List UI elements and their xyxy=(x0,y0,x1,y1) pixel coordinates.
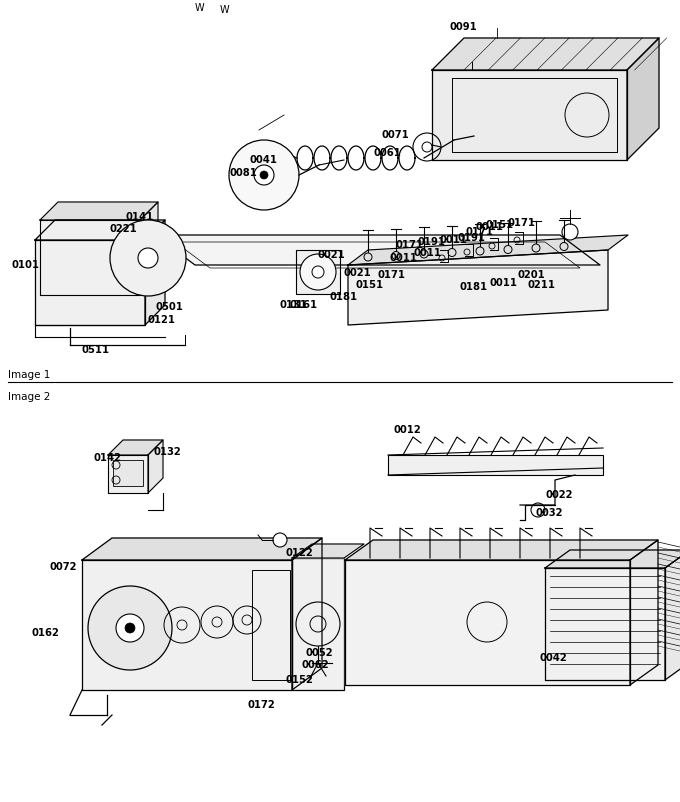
Text: 0011: 0011 xyxy=(390,253,418,263)
Polygon shape xyxy=(345,540,658,560)
Text: W: W xyxy=(220,5,230,15)
Text: 0081: 0081 xyxy=(230,168,258,178)
Polygon shape xyxy=(40,202,158,220)
Text: 0171: 0171 xyxy=(465,227,493,237)
Text: 0181: 0181 xyxy=(330,292,358,302)
Text: 0072: 0072 xyxy=(50,562,78,572)
Text: 0091: 0091 xyxy=(450,22,478,32)
Polygon shape xyxy=(108,455,148,493)
Text: 0132: 0132 xyxy=(153,447,181,457)
Circle shape xyxy=(312,266,324,278)
Text: 0511: 0511 xyxy=(82,345,110,355)
Circle shape xyxy=(273,533,287,547)
Text: 0022: 0022 xyxy=(545,490,573,500)
Polygon shape xyxy=(108,440,163,455)
Polygon shape xyxy=(155,235,600,265)
Circle shape xyxy=(260,171,268,179)
Text: 0101: 0101 xyxy=(12,260,40,270)
Polygon shape xyxy=(627,38,659,160)
Text: 0181: 0181 xyxy=(460,282,488,292)
Circle shape xyxy=(300,254,336,290)
Circle shape xyxy=(254,165,274,185)
Polygon shape xyxy=(82,538,322,560)
Bar xyxy=(296,250,340,294)
Bar xyxy=(113,460,143,486)
Text: 0011: 0011 xyxy=(414,248,442,258)
Text: 0142: 0142 xyxy=(93,453,121,463)
Text: 0061: 0061 xyxy=(373,148,401,158)
Text: 0071: 0071 xyxy=(381,130,409,140)
Text: 0011: 0011 xyxy=(490,278,518,288)
Text: 0011: 0011 xyxy=(475,222,503,232)
Text: 0122: 0122 xyxy=(285,548,313,558)
Text: 0062: 0062 xyxy=(302,660,330,670)
Circle shape xyxy=(116,614,144,642)
Polygon shape xyxy=(432,70,627,160)
Polygon shape xyxy=(82,560,292,690)
Polygon shape xyxy=(40,220,140,295)
Text: 0052: 0052 xyxy=(306,648,334,658)
Text: 0211: 0211 xyxy=(528,280,556,290)
Text: 0012: 0012 xyxy=(394,425,422,435)
Polygon shape xyxy=(35,220,165,240)
Polygon shape xyxy=(545,568,665,680)
Circle shape xyxy=(88,586,172,670)
Text: 0032: 0032 xyxy=(535,508,562,518)
Polygon shape xyxy=(348,235,628,265)
Text: 0171: 0171 xyxy=(378,270,406,280)
Text: 0221: 0221 xyxy=(110,224,138,234)
Circle shape xyxy=(562,224,578,240)
Text: 0151: 0151 xyxy=(485,220,513,230)
Polygon shape xyxy=(148,440,163,493)
Text: 0121: 0121 xyxy=(148,315,176,325)
Text: 0011: 0011 xyxy=(440,235,468,245)
Polygon shape xyxy=(35,240,145,325)
Text: 0131: 0131 xyxy=(280,300,308,310)
Text: 0171: 0171 xyxy=(508,218,536,228)
Text: Image 1: Image 1 xyxy=(8,370,50,380)
Text: 0141: 0141 xyxy=(126,212,154,222)
Text: W: W xyxy=(195,3,205,13)
Text: 0152: 0152 xyxy=(285,675,313,685)
Text: 0161: 0161 xyxy=(290,300,318,310)
Text: 0171: 0171 xyxy=(395,240,423,250)
Text: 0501: 0501 xyxy=(155,302,183,312)
Text: Image 2: Image 2 xyxy=(8,392,50,402)
Polygon shape xyxy=(292,544,364,558)
Text: 0041: 0041 xyxy=(250,155,278,165)
Text: 0021: 0021 xyxy=(317,250,345,260)
Polygon shape xyxy=(630,540,658,685)
Bar xyxy=(388,455,603,475)
Text: 0151: 0151 xyxy=(355,280,383,290)
Polygon shape xyxy=(432,38,659,70)
Bar xyxy=(252,570,290,680)
Bar xyxy=(292,558,344,690)
Text: 0191: 0191 xyxy=(458,233,486,243)
Polygon shape xyxy=(348,250,608,325)
Circle shape xyxy=(138,248,158,268)
Polygon shape xyxy=(545,550,680,568)
Text: 0042: 0042 xyxy=(540,653,568,663)
Circle shape xyxy=(229,140,299,210)
Text: 0162: 0162 xyxy=(32,628,60,638)
Polygon shape xyxy=(292,538,322,690)
Text: 0191: 0191 xyxy=(418,237,446,247)
Text: 0021: 0021 xyxy=(344,268,372,278)
Polygon shape xyxy=(665,550,680,680)
Polygon shape xyxy=(145,220,165,325)
Polygon shape xyxy=(140,202,158,295)
Circle shape xyxy=(125,623,135,633)
Text: 0201: 0201 xyxy=(518,270,546,280)
Polygon shape xyxy=(345,560,630,685)
Text: 0172: 0172 xyxy=(248,700,276,710)
Circle shape xyxy=(110,220,186,296)
